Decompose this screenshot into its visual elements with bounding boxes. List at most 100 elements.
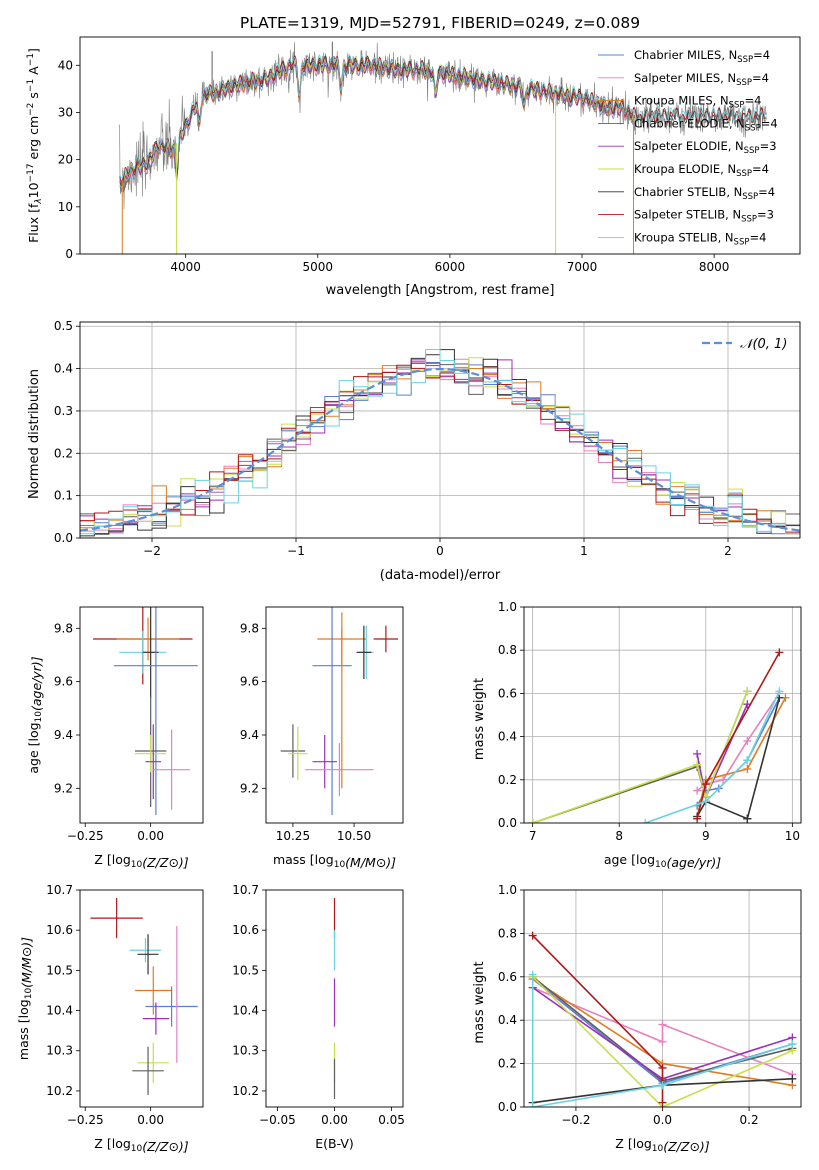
series-chabrier-miles	[119, 59, 636, 190]
label-part: age [	[26, 742, 41, 774]
weight-marker	[701, 780, 710, 789]
legend-sub: SSP	[744, 146, 760, 156]
y-tick-label: 9.4	[54, 728, 73, 742]
y-axis-label: mass weight	[472, 678, 487, 760]
label-part: (M/M⊙)]	[19, 937, 34, 988]
y-tick-label: 0.8	[498, 926, 517, 940]
weight-marker	[641, 819, 650, 823]
weight-marker	[693, 749, 702, 758]
label-part: (M/M⊙)]	[345, 855, 396, 870]
plot-area	[524, 607, 801, 823]
label-sub: 10	[334, 860, 346, 870]
label-sub: 10	[652, 1144, 664, 1154]
weight-marker	[693, 786, 702, 795]
weight-marker	[701, 797, 710, 806]
legend-tail: =4	[752, 71, 769, 85]
weight-marker	[658, 1063, 667, 1072]
label-part: Flux [f	[26, 203, 41, 243]
y-tick-label: 9.2	[240, 781, 259, 795]
weight-line-kroupa-elodie	[532, 690, 749, 823]
legend-label: Kroupa ELODIE, NSSP=4	[634, 162, 769, 179]
legend-text: Chabrier STELIB, N	[634, 185, 742, 199]
x-tick-label: 6000	[435, 260, 466, 274]
label-sub: 10	[131, 860, 143, 870]
weight-marker	[775, 687, 784, 696]
x-tick-label: 8000	[699, 260, 730, 274]
axes-frame	[523, 889, 802, 1108]
weight-marker	[743, 687, 752, 696]
weight-marker	[743, 736, 752, 745]
weight-line-salpeter-stelib	[532, 935, 664, 1103]
series-salpeter-elodie	[119, 57, 635, 187]
legend-sub: SSP	[729, 101, 745, 111]
y-tick-label: 9.8	[54, 621, 73, 635]
y-tick-label: 10.4	[46, 1004, 73, 1018]
y-tick-label: 0	[65, 247, 73, 261]
label-part: age [	[604, 852, 636, 867]
x-axis-label: Z [log10(Z/Z⊙)]	[94, 852, 189, 870]
weight-marker	[658, 1081, 667, 1090]
panel-7: −0.2 0.0 0.2 0.0 0.2 0.4 0.6 0.8 1.0 Z [log10(Z/Z…	[472, 883, 802, 1154]
label-part: (Z/Z⊙)]	[663, 1139, 710, 1154]
y-axis-label: mass weight	[472, 961, 487, 1043]
legend-sub: SSP	[737, 55, 753, 65]
label-part: s	[26, 92, 41, 103]
x-axis-label: mass [log10(M/M⊙)]	[273, 852, 396, 870]
weight-marker	[743, 765, 752, 773]
legend-tail: =3	[760, 139, 777, 153]
x-tick-label: 2	[724, 544, 732, 558]
y-tick-label: 10.5	[232, 963, 259, 977]
x-axis-label: age [log10(age/yr)]	[604, 852, 721, 870]
plot-area	[280, 607, 399, 815]
label-part: log	[315, 852, 334, 867]
y-tick-label: 0.0	[498, 1100, 517, 1114]
y-tick-label: 10.5	[46, 963, 73, 977]
label-part: log	[636, 852, 655, 867]
weight-marker	[788, 1040, 797, 1049]
weight-line-kroupa-miles	[696, 697, 787, 817]
label-part: log	[112, 1136, 131, 1151]
legend-tail: =4	[744, 94, 761, 108]
x-tick-label: 10.25	[276, 829, 310, 843]
weight-marker	[693, 814, 702, 823]
hist-kroupa-stelib	[80, 348, 800, 538]
y-tick-label: 10.3	[232, 1044, 259, 1058]
y-tick-label: 0.4	[54, 362, 73, 376]
legend-text: Salpeter STELIB, N	[634, 208, 741, 222]
weight-marker	[528, 970, 537, 979]
y-tick-label: 9.2	[54, 781, 73, 795]
label-part: log	[16, 999, 31, 1018]
legend-tail: =4	[753, 48, 770, 62]
x-tick-label: 9	[702, 829, 710, 843]
series-salpeter-miles	[119, 58, 636, 186]
y-tick-label: 1.0	[498, 883, 517, 897]
weight-marker	[788, 1074, 797, 1083]
y-tick-label: 10.2	[46, 1084, 73, 1098]
plot-area	[524, 890, 801, 1107]
legend-sub: SSP	[745, 123, 761, 133]
panel-2: −0.25 0.009.29.49.69.8Z [log10(Z/Z⊙)]age …	[26, 606, 204, 870]
legend-label: Kroupa STELIB, NSSP=4	[634, 230, 766, 247]
label-part: Z [	[94, 852, 111, 867]
x-tick-label: 7000	[567, 260, 598, 274]
panel-6: −0.05 0.00 0.05 10.2 10.3 10.4 10.5 10.6 10.7 E(B…	[232, 883, 405, 1151]
y-tick-label: 10.3	[46, 1044, 73, 1058]
x-tick-label: 4000	[170, 260, 201, 274]
series-salpeter-stelib	[119, 54, 767, 182]
axes-frame	[79, 889, 204, 1108]
y-tick-label: 0.6	[498, 686, 517, 700]
x-tick-label: −1	[287, 544, 305, 558]
panel-3: 10.25 10.50 9.2 9.4 9.6 9.8 mass [log10(M/M⊙)]	[240, 606, 404, 870]
weight-marker	[743, 756, 752, 765]
plot-area	[119, 41, 768, 254]
weight-marker	[528, 1103, 537, 1107]
legend-tail: =4	[749, 230, 766, 244]
label-part: (Z/Z⊙)]	[142, 855, 189, 870]
x-axis-label: wavelength [Angstrom, rest frame]	[326, 283, 555, 298]
legend-sub: SSP	[736, 78, 752, 88]
legend-label: Salpeter STELIB, NSSP=3	[634, 208, 774, 225]
legend-label: 𝒩(0, 1)	[740, 337, 787, 352]
y-tick-label: 0.0	[498, 816, 517, 830]
label-part: λ	[34, 198, 44, 204]
weight-line-salpeter-stelib	[696, 652, 781, 819]
